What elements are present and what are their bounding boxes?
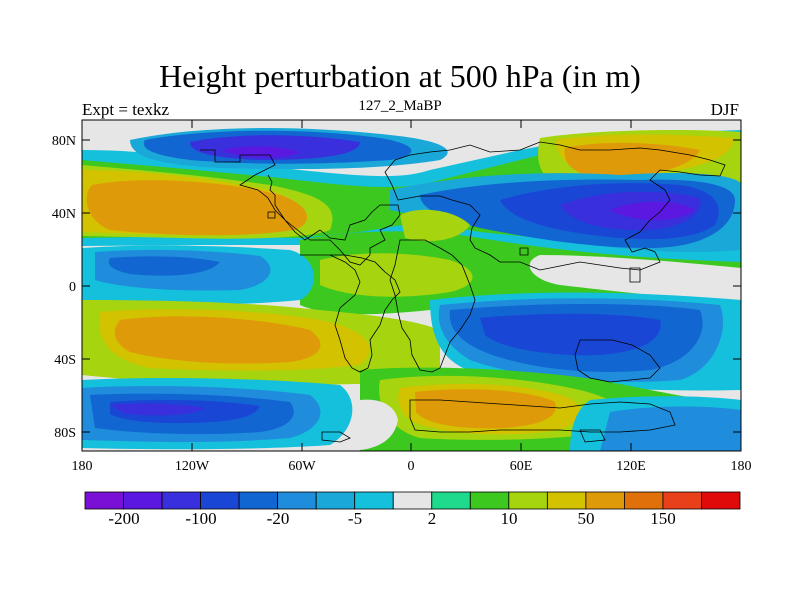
contour-field (82, 120, 741, 451)
colorbar-swatch (585, 491, 625, 510)
y-tick-label: 80N (52, 134, 76, 149)
colorbar-swatch (431, 491, 471, 510)
map-title: Height perturbation at 500 hPa (in m) (159, 58, 641, 94)
y-tick-label: 40S (54, 353, 76, 368)
colorbar-swatch (84, 491, 124, 510)
colorbar-label: -100 (185, 509, 216, 528)
colorbar-swatch (392, 491, 433, 510)
x-tick-label: 180 (72, 459, 93, 474)
colorbar (84, 491, 741, 510)
colorbar-swatch (624, 491, 664, 510)
y-tick-label: 40N (52, 207, 76, 222)
colorbar-swatch (354, 491, 394, 510)
x-tick-label: 60E (510, 459, 533, 474)
colorbar-label: 2 (428, 509, 437, 528)
y-tick-marks (82, 139, 741, 433)
colorbar-swatch (315, 491, 356, 510)
colorbar-swatch (123, 491, 163, 510)
x-tick-label: 0 (408, 459, 415, 474)
season-label: DJF (710, 100, 739, 119)
x-tick-label: 180 (731, 459, 752, 474)
y-tick-label: 80S (54, 426, 76, 441)
colorbar-label: -5 (348, 509, 362, 528)
colorbar-label: 50 (578, 509, 595, 528)
colorbar-label: -200 (108, 509, 139, 528)
colorbar-swatch (469, 491, 510, 510)
y-tick-label: 0 (69, 280, 76, 295)
continent-outlines (200, 141, 726, 443)
colorbar-swatch (161, 491, 201, 510)
colorbar-swatch (277, 491, 317, 510)
x-tick-label: 60W (288, 459, 316, 474)
x-tick-label: 120W (175, 459, 210, 474)
colorbar-label: 10 (501, 509, 518, 528)
x-tick-marks (81, 120, 742, 451)
colorbar-label: -20 (267, 509, 290, 528)
colorbar-label: 150 (650, 509, 676, 528)
colorbar-swatch (200, 491, 240, 510)
x-tick-label: 120E (616, 459, 646, 474)
colorbar-swatch (238, 491, 279, 510)
case-label: 127_2_MaBP (358, 98, 442, 114)
experiment-label: Expt = texkz (82, 100, 170, 119)
colorbar-swatch (546, 491, 587, 510)
colorbar-swatch (508, 491, 548, 510)
colorbar-swatch (662, 491, 702, 510)
colorbar-swatch (701, 491, 741, 510)
